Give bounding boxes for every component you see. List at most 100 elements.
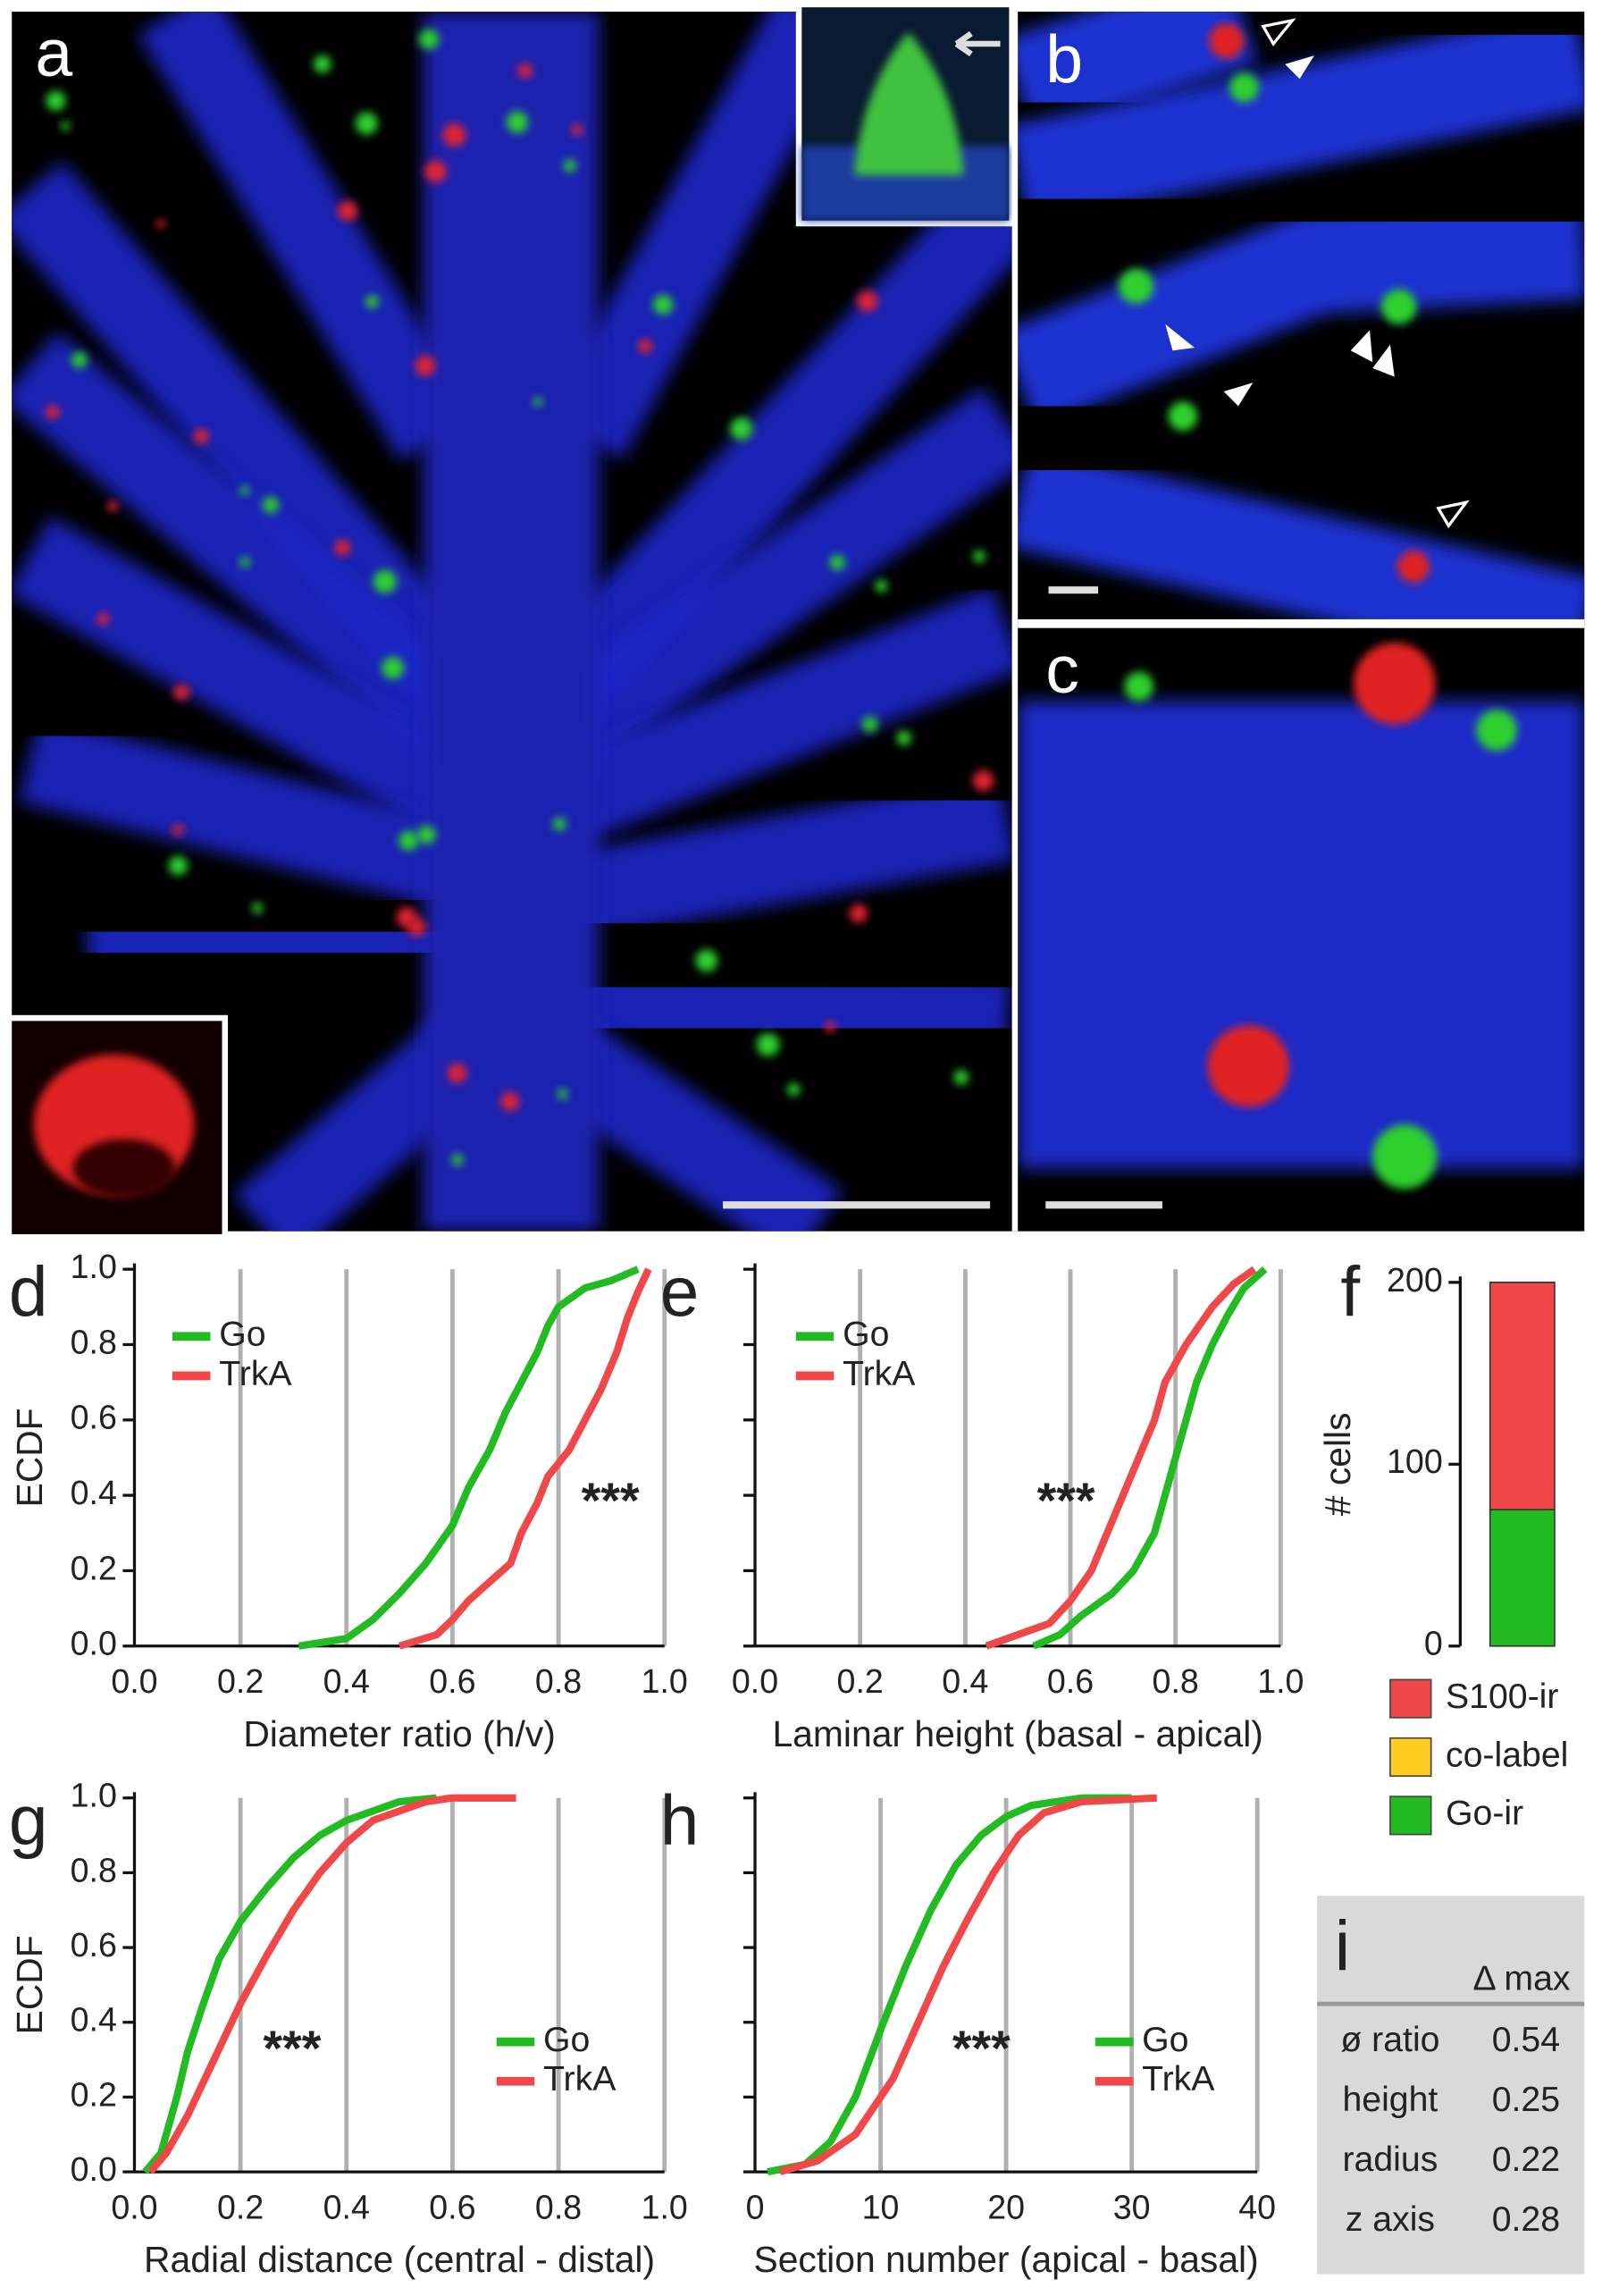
panel-divider — [1018, 618, 1585, 628]
x-tick-label: 0.6 — [429, 2189, 475, 2226]
x-tick-label: 0.4 — [323, 2189, 370, 2226]
tissue-band — [1018, 197, 1585, 428]
legend-label: TrkA — [219, 1354, 292, 1393]
legend-label: Go — [1142, 2020, 1188, 2059]
y-tick-label: 0 — [1424, 1625, 1443, 1662]
cell-dot — [373, 569, 397, 593]
x-axis-label: Section number (apical - basal) — [753, 2239, 1258, 2280]
y-axis-label: ECDF — [9, 1408, 50, 1507]
ecdf-line — [298, 1266, 640, 1650]
x-tick-label: 1.0 — [642, 2189, 688, 2226]
cell-dot — [896, 730, 911, 745]
table-row-label: z axis — [1346, 2199, 1435, 2239]
cell — [1381, 289, 1417, 324]
tissue-band — [12, 332, 525, 794]
tissue-band — [1018, 12, 1585, 226]
bar-segment — [1489, 1509, 1556, 1647]
cell-dot — [829, 554, 845, 570]
ecdf-line — [778, 1794, 1157, 2176]
significance: *** — [1037, 1473, 1095, 1528]
cell-dot — [533, 397, 543, 407]
panel-divider — [1011, 12, 1019, 1232]
ecdf-line — [1032, 1266, 1268, 1650]
tissue-band — [545, 12, 857, 459]
tissue — [1018, 701, 1585, 1169]
tissue-band — [12, 517, 518, 856]
tissue-band — [18, 717, 507, 920]
cell-dot — [730, 417, 753, 441]
cell-dot — [45, 405, 60, 419]
x-tick-label: 0.2 — [837, 1662, 884, 1700]
ecdf-line — [985, 1266, 1257, 1650]
y-tick-label: 0.8 — [71, 1851, 117, 1888]
cell-dot — [857, 290, 878, 312]
x-tick-label: 0.6 — [1047, 1662, 1094, 1700]
panel-label: e — [660, 1252, 700, 1331]
micrograph-c — [1018, 643, 1585, 1190]
x-tick-label: 0.0 — [111, 2189, 157, 2226]
cell-dot — [355, 112, 378, 135]
cell-dot — [263, 496, 280, 513]
cell-dot — [953, 1070, 969, 1085]
panel-label: i — [1335, 1906, 1350, 1985]
table-row-label: radius — [1342, 2140, 1438, 2179]
y-axis-label: ECDF — [9, 1935, 50, 2034]
panel-label: f — [1340, 1252, 1360, 1331]
legend-label: Go — [543, 2020, 590, 2059]
cell-dot — [239, 485, 249, 496]
panel-label: b — [1045, 21, 1083, 97]
ecdf-line — [147, 1794, 516, 2174]
cell-dot — [638, 339, 653, 354]
cell-dot — [756, 1033, 780, 1056]
x-axis-label: Diameter ratio (h/v) — [243, 1713, 556, 1754]
table-value: 0.28 — [1492, 2199, 1560, 2239]
cell — [1354, 643, 1436, 725]
cell-dot — [424, 160, 447, 183]
cell-dot — [396, 907, 417, 928]
cell-dot — [173, 684, 190, 701]
tissue-core — [424, 12, 600, 1232]
table-value: 0.22 — [1492, 2140, 1560, 2179]
panel-label: a — [35, 15, 72, 90]
y-tick-label: 0.8 — [71, 1323, 117, 1360]
significance: *** — [952, 2021, 1011, 2076]
cell-dot — [861, 716, 878, 733]
panel-label: d — [9, 1252, 48, 1331]
x-tick-label: 10 — [862, 2189, 900, 2226]
panel-label: g — [9, 1780, 48, 1859]
cell-dot — [973, 550, 986, 563]
cell — [1229, 72, 1259, 103]
legend-label: Go-ir — [1446, 1794, 1523, 1833]
cell-dot — [193, 428, 209, 444]
table-header: Δ max — [1472, 1958, 1570, 1997]
cell — [1168, 401, 1198, 432]
ecdf-line — [767, 1794, 1132, 2176]
bar-segment — [1489, 1282, 1556, 1510]
inset-green-cell — [795, 1, 1015, 227]
cell-dot — [695, 949, 718, 972]
cell-dot — [875, 579, 888, 593]
table-row-label: ø ratio — [1340, 2020, 1439, 2059]
y-axis-label: # cells — [1317, 1412, 1358, 1516]
x-axis-label: Laminar height (basal - apical) — [772, 1713, 1262, 1754]
x-tick-label: 0.6 — [429, 1662, 475, 1700]
y-tick-label: 0.0 — [71, 1625, 117, 1662]
cell — [1207, 1025, 1290, 1107]
x-tick-label: 0.2 — [217, 2189, 264, 2226]
legend-swatch — [1389, 1678, 1432, 1719]
x-tick-label: 40 — [1238, 2189, 1276, 2226]
x-tick-label: 1.0 — [642, 1662, 688, 1700]
cell-dot — [61, 121, 71, 131]
cell-dot — [382, 657, 404, 679]
legend-label: Go — [843, 1315, 889, 1354]
cell-dot — [418, 29, 440, 49]
cell-dot — [824, 1021, 835, 1032]
cell-dot — [337, 200, 358, 222]
cell-dot — [849, 904, 868, 923]
cell-dot — [415, 355, 436, 376]
table-value: 0.25 — [1492, 2080, 1560, 2119]
cell-dot — [46, 90, 66, 111]
cell-dot — [156, 219, 166, 229]
